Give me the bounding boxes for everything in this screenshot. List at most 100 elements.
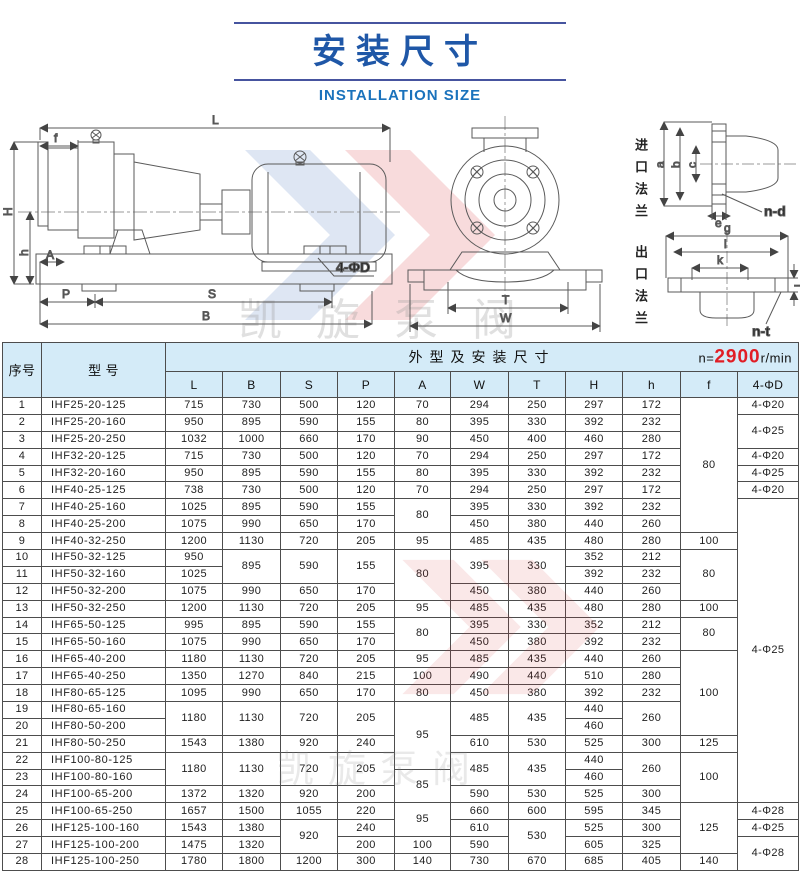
- table-row: 3 IHF25-20-250 1032 1000 660 170 90 450 400 460 28…: [2, 430, 799, 449]
- table-cell: 1800: [222, 853, 281, 871]
- table-cell: IHF25-20-160: [41, 413, 166, 432]
- table-cell: 500: [280, 447, 338, 466]
- table-cell: 485: [450, 650, 509, 669]
- table-cell: 330: [508, 413, 566, 432]
- table-cell: 7: [2, 498, 42, 517]
- table-cell: 440: [565, 650, 623, 669]
- table-cell: IHF40-32-250: [41, 532, 166, 551]
- table-cell: 1180: [165, 650, 223, 669]
- table-cell: 395: [450, 464, 509, 483]
- table-cell: 4-Φ20: [736, 481, 800, 500]
- header-no: 序号: [2, 342, 42, 398]
- table-cell: 330: [508, 616, 566, 635]
- table-cell: 895: [222, 616, 281, 635]
- table-cell: 435: [508, 650, 566, 669]
- table-row: 5 IHF32-20-160 950 895 590 155 80 395 330 392 232 4…: [2, 464, 800, 483]
- table-cell: IHF25-20-250: [41, 430, 166, 449]
- table-cell: 170: [337, 633, 395, 652]
- table-row: 2 IHF25-20-160 950 895 590 155 80 395 330 392 232 4…: [2, 413, 800, 449]
- table-cell: IHF100-65-250: [41, 802, 166, 821]
- table-cell: 1350: [165, 667, 223, 686]
- table-cell: 720: [280, 599, 338, 618]
- table-cell: IHF125-100-200: [41, 836, 166, 855]
- table-cell: 590: [280, 413, 338, 432]
- table-cell: 4-Φ28: [736, 836, 800, 871]
- dim-label-a: a: [653, 161, 667, 168]
- table-cell: 1025: [165, 498, 223, 517]
- group-title: 外型及安装尺寸: [408, 349, 556, 365]
- title-block: 安装尺寸 INSTALLATION SIZE: [0, 22, 800, 104]
- table-cell: 294: [450, 447, 509, 466]
- table-cell: 205: [337, 599, 395, 618]
- table-cell: 155: [337, 464, 395, 483]
- inlet-flange-caption: 进口法兰: [633, 138, 648, 226]
- table-cell: 220: [337, 802, 395, 821]
- table-cell: 100: [680, 532, 738, 551]
- table-cell: 300: [622, 819, 681, 838]
- table-cell: 380: [508, 633, 566, 652]
- table-row: 19 IHF80-65-160 1180 1130 720 205 95 485 435 440 2…: [2, 701, 799, 770]
- table-cell: 1270: [222, 667, 281, 686]
- table-cell: 14: [2, 616, 42, 635]
- col-header-f: f: [680, 371, 738, 398]
- table-cell: 155: [337, 616, 395, 635]
- header-model: 型 号: [41, 342, 166, 398]
- table-cell: 730: [222, 397, 281, 415]
- table-cell: 1320: [222, 785, 281, 804]
- table-cell: 80: [680, 396, 738, 534]
- table-row: 21 IHF80-50-250 1543 1380 920 240 610 530 525 300…: [2, 734, 799, 753]
- table-cell: IHF50-32-125: [41, 549, 166, 567]
- table-cell: 485: [450, 701, 509, 736]
- table-cell: IHF50-32-200: [41, 582, 166, 601]
- table-cell: 170: [337, 684, 395, 703]
- speed-prefix: n=: [698, 350, 715, 366]
- table-cell: 15: [2, 633, 42, 652]
- col-header-P: P: [337, 371, 395, 398]
- table-cell: 738: [165, 481, 223, 500]
- table-cell: 1130: [222, 701, 281, 736]
- table-cell: 155: [337, 413, 395, 432]
- table-row: 4 IHF32-20-125 715 730 500 120 70 294 250 297 172 4…: [2, 447, 800, 466]
- table-cell: 1075: [165, 582, 223, 601]
- table-cell: 294: [450, 481, 509, 500]
- table-cell: 1543: [165, 819, 223, 838]
- table-cell: 395: [450, 549, 509, 584]
- table-cell: 232: [622, 498, 681, 517]
- table-cell: 240: [337, 819, 395, 838]
- table-row: 27 IHF125-100-200 1475 1320 200 100 590 605 325 4…: [2, 836, 800, 871]
- table-cell: 950: [165, 464, 223, 483]
- table-cell: 1075: [165, 515, 223, 534]
- table-cell: 300: [622, 734, 681, 753]
- table-cell: 435: [508, 751, 566, 787]
- table-cell: 525: [565, 785, 623, 804]
- table-cell: 95: [394, 802, 451, 838]
- table-header-row: 序号 型 号 外型及安装尺寸 n=2900r/min: [2, 342, 800, 398]
- table-cell: 720: [280, 701, 338, 736]
- dim-label-j: j: [792, 284, 800, 288]
- table-row: 23 IHF100-80-160 85 460: [2, 768, 799, 804]
- table-cell: 16: [2, 650, 42, 669]
- col-header-h: h: [622, 371, 681, 398]
- table-row: 12 IHF50-32-200 1075 990 650 170 450 380 440 260: [2, 582, 799, 601]
- table-cell: 4-Φ25: [736, 819, 800, 838]
- table-cell: 1: [2, 397, 42, 415]
- table-row: 18 IHF80-65-125 1095 990 650 170 80 450 380 392 23…: [2, 684, 799, 703]
- table-cell: 460: [565, 430, 623, 449]
- table-cell: 395: [450, 616, 509, 635]
- table-cell: 95: [394, 599, 451, 618]
- col-header-4-ΦD: 4-ΦD: [736, 371, 800, 398]
- table-cell: 95: [394, 532, 451, 551]
- table-cell: 895: [222, 413, 281, 432]
- table-cell: 120: [337, 397, 395, 415]
- table-cell: IHF50-32-250: [41, 599, 166, 618]
- table-cell: 392: [565, 565, 623, 584]
- table-row: 8 IHF40-25-200 1075 990 650 170 450 380 440 260: [2, 515, 799, 534]
- table-cell: 650: [280, 582, 338, 601]
- table-cell: 95: [394, 650, 451, 669]
- table-cell: 100: [394, 667, 451, 686]
- table-cell: 480: [565, 599, 623, 618]
- table-cell: 22: [2, 751, 42, 770]
- table-cell: IHF80-50-200: [41, 717, 166, 736]
- table-cell: 172: [622, 447, 681, 466]
